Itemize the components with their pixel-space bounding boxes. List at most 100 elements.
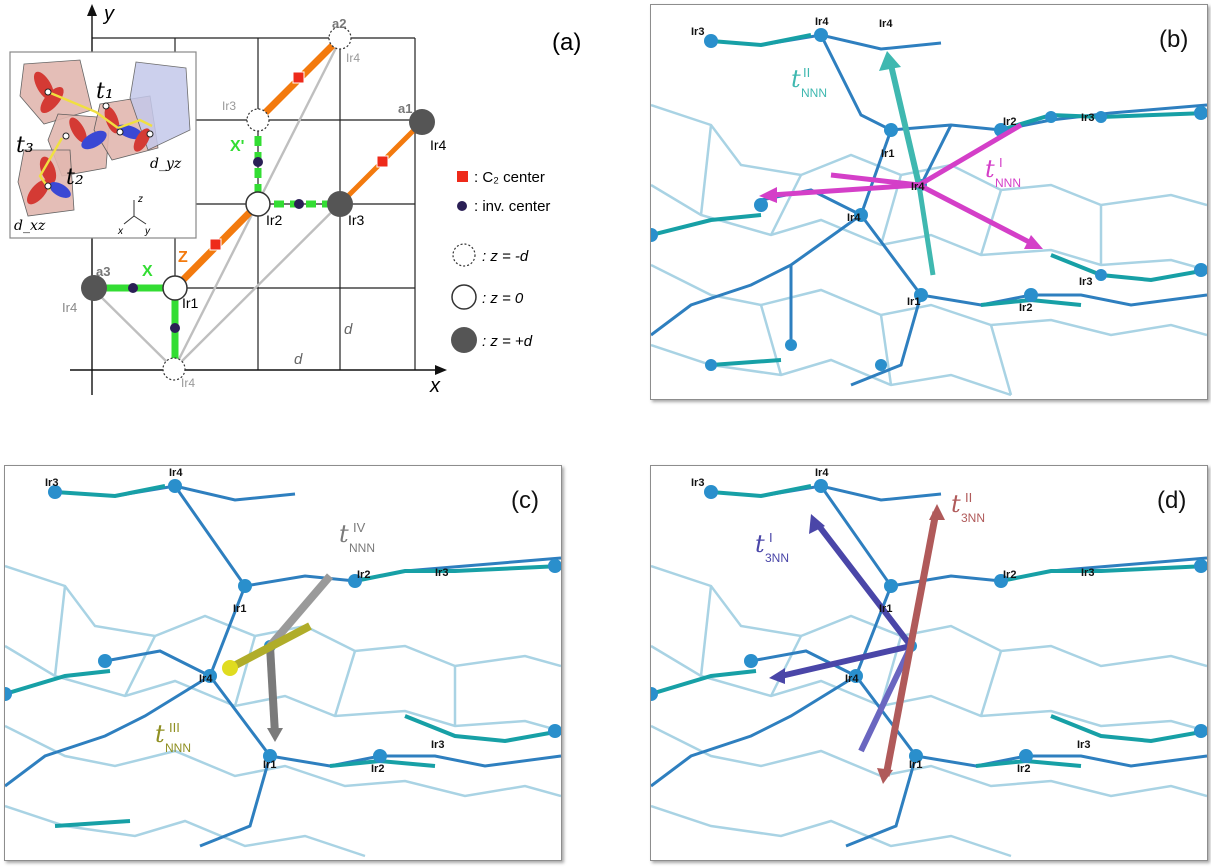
t3nn-II-label: t xyxy=(951,490,961,518)
label-ir1: Ir1 xyxy=(182,295,199,311)
label-ir2: Ir2 xyxy=(266,212,283,228)
atom-labels: Ir3 Ir4 Ir1 Ir2 Ir3 Ir1 Ir2 Ir3 Ir4 xyxy=(691,467,1094,775)
inset-axes-icon xyxy=(123,200,147,225)
atom-label-ir1-b: Ir1 xyxy=(263,759,276,771)
atom-label-ir1-b: Ir1 xyxy=(909,759,922,771)
label-ir3: Ir3 xyxy=(348,212,365,228)
atom-label-ir1-a: Ir1 xyxy=(879,603,892,615)
atom-label-ir2-b: Ir2 xyxy=(371,763,384,775)
panel-d-label: (d) xyxy=(1157,487,1186,514)
legend-zzero-text: : z = 0 xyxy=(482,290,524,307)
tIV-sub: NNN xyxy=(349,541,375,555)
atom-label-ir2-b: Ir2 xyxy=(1017,763,1030,775)
site-a1 xyxy=(409,109,435,135)
inset-dyz: d_yz xyxy=(150,156,182,172)
hop-tI-arrows xyxy=(770,122,1033,246)
legend-zpos-text: : z = +d xyxy=(482,333,533,350)
atom-label-ir2-a: Ir2 xyxy=(357,569,370,581)
legend-zneg-icon xyxy=(452,243,476,267)
hop-tIII-arrow xyxy=(222,622,312,676)
atom-label-ir4-c: Ir4 xyxy=(845,673,859,685)
x-axis-arrow-icon xyxy=(435,365,447,375)
panel-b: Ir3 Ir4 Ir4 Ir1 Ir2 Ir3 Ir1 Ir2 Ir3 Ir4 … xyxy=(650,4,1208,400)
atom-label-ir3-b: Ir3 xyxy=(431,739,444,751)
atom-label-ir2-a: Ir2 xyxy=(1003,569,1016,581)
atom-label-ir4-a: Ir4 xyxy=(169,467,183,479)
tII-label: t xyxy=(791,65,801,93)
atom-labels: Ir3 Ir4 Ir4 Ir1 Ir2 Ir3 Ir1 Ir2 Ir3 Ir4 … xyxy=(691,16,1094,314)
atom-label-ir3: Ir3 xyxy=(45,477,58,489)
atom-label-ir3: Ir3 xyxy=(691,26,704,38)
panel-a: y x a2 a1 a3 Ir1 Ir2 xyxy=(0,0,600,420)
inset-t1: t₁ xyxy=(96,79,114,104)
tIII-end-icon xyxy=(222,660,238,676)
atom-label-ir3-b: Ir3 xyxy=(1079,276,1092,288)
inset-dxz: d_xz xyxy=(14,218,46,234)
hop-t3nn-I-arrows xyxy=(780,524,914,753)
atoms xyxy=(5,479,561,763)
tI-arrow-head-icon-left xyxy=(759,187,777,203)
atom-label-ir1-a: Ir1 xyxy=(233,603,246,615)
tIV-sup: IV xyxy=(353,520,366,535)
site-ir3 xyxy=(327,191,353,217)
bond-x-prime-label: X' xyxy=(230,138,244,155)
atom-label-ir4-c: Ir4 xyxy=(847,212,861,224)
tIII-label: t xyxy=(155,720,165,748)
teal-bonds xyxy=(5,484,561,828)
inset-axis-x: x xyxy=(117,226,124,237)
t3nn-I-sup: I xyxy=(769,530,773,545)
atom-label-ir4-d: Ir4 xyxy=(911,181,925,193)
legend: : C₂ center : inv. center : z = -d : z =… xyxy=(451,169,550,353)
t3nn-I-arrow-head-icon-up xyxy=(809,514,825,534)
t3nn-II-sub: 3NN xyxy=(961,511,985,525)
hop-t3nn-II-arrow xyxy=(877,504,945,784)
c2-centers xyxy=(209,71,389,251)
y-axis-arrow-icon xyxy=(87,4,97,16)
atom-label-ir2-b: Ir2 xyxy=(1019,302,1032,314)
tII-arrow-head-icon xyxy=(879,51,901,71)
back-lattice xyxy=(651,103,1207,397)
back-lattice xyxy=(651,564,1207,858)
hop-tIV-arrow xyxy=(266,573,334,742)
label-a3: a3 xyxy=(96,264,110,279)
inset-t3: t₃ xyxy=(16,133,34,158)
tII-sup: II xyxy=(803,65,810,80)
label-ir4-left: Ir4 xyxy=(62,300,77,315)
t3nn-II-arrow-head-icon-up xyxy=(929,504,945,520)
tIII-sup: III xyxy=(169,720,180,735)
teal-bonds xyxy=(651,484,1207,768)
atom-label-ir1-b: Ir1 xyxy=(907,296,920,308)
label-a2: a2 xyxy=(332,16,346,31)
legend-zneg-text: : z = -d xyxy=(482,248,529,265)
tIV-label: t xyxy=(339,520,349,548)
panel-b-lattice: Ir3 Ir4 Ir4 Ir1 Ir2 Ir3 Ir1 Ir2 Ir3 Ir4 … xyxy=(651,16,1207,397)
label-ir4-bottom: Ir4 xyxy=(181,376,195,390)
legend-c2-text: : C₂ center xyxy=(474,169,545,186)
panel-c-lattice: Ir3 Ir4 Ir1 Ir2 Ir3 Ir1 Ir2 Ir3 Ir4 t IV… xyxy=(5,467,561,858)
panel-c-label: (c) xyxy=(511,487,539,514)
label-ir4-right: Ir4 xyxy=(430,137,447,153)
tI-arrow-head-icon-right xyxy=(1024,235,1043,249)
atom-label-ir4-a: Ir4 xyxy=(815,467,829,479)
bond-x-label: X xyxy=(142,263,153,280)
t3nn-II-arrow-head-icon-down xyxy=(877,768,893,784)
atom-label-ir2-a: Ir2 xyxy=(1003,116,1016,128)
label-ir4-top: Ir4 xyxy=(346,51,360,65)
atom-label-ir3-a: Ir3 xyxy=(435,567,448,579)
axis-y-label: y xyxy=(102,3,115,25)
t3nn-I-sub: 3NN xyxy=(765,551,789,565)
panel-d: Ir3 Ir4 Ir1 Ir2 Ir3 Ir1 Ir2 Ir3 Ir4 t I … xyxy=(650,465,1208,861)
panel-a-diagram: y x a2 a1 a3 Ir1 Ir2 xyxy=(9,3,581,397)
atom-label-ir3-a: Ir3 xyxy=(1081,567,1094,579)
legend-inv-icon xyxy=(457,201,467,211)
tI-label: t xyxy=(985,155,995,183)
panel-d-lattice: Ir3 Ir4 Ir1 Ir2 Ir3 Ir1 Ir2 Ir3 Ir4 t I … xyxy=(651,467,1207,858)
orbital-inset: t₁ t₃ t₂ d_xz d_yz z x y xyxy=(9,51,197,239)
tII-sub: NNN xyxy=(801,86,827,100)
label-ir3-top: Ir3 xyxy=(222,99,236,113)
site-a2 xyxy=(328,26,352,50)
atom-label-ir4-c: Ir4 xyxy=(199,673,213,685)
legend-c2-icon xyxy=(457,171,468,182)
atom-labels: Ir3 Ir4 Ir1 Ir2 Ir3 Ir1 Ir2 Ir3 Ir4 xyxy=(45,467,448,775)
site-ir1 xyxy=(162,275,188,301)
